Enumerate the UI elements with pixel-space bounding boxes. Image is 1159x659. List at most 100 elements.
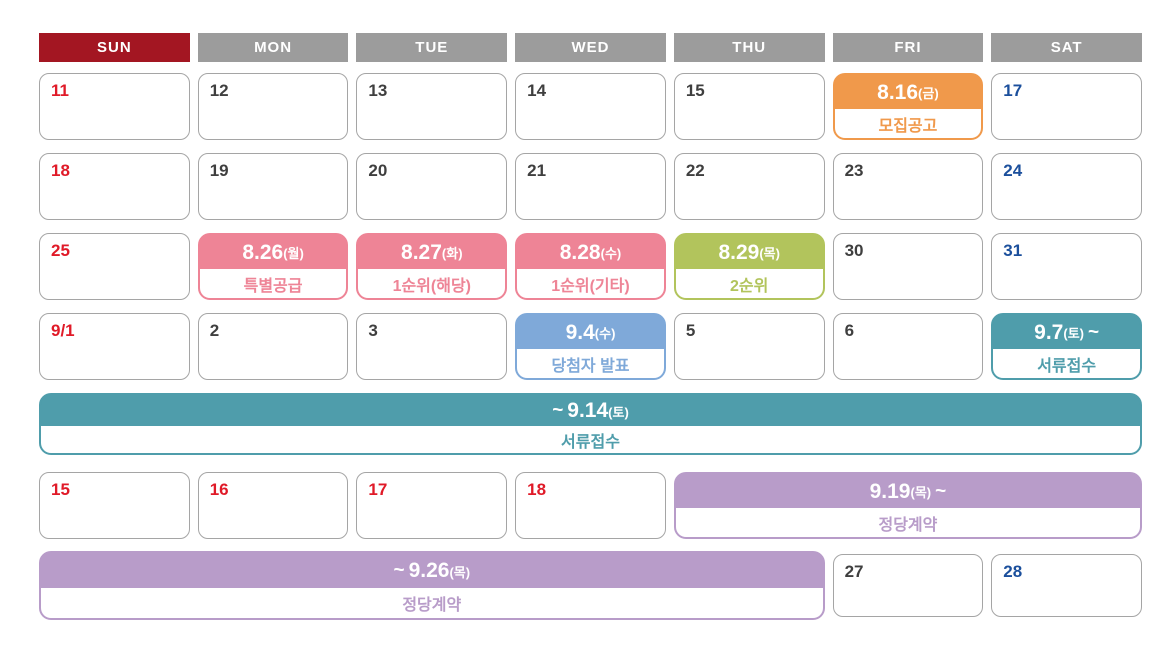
weekday-header-wed: WED: [515, 33, 666, 62]
event-date-tilde: ~: [1087, 321, 1100, 343]
event-date-tilde: ~: [552, 400, 564, 422]
day-number: 27: [844, 562, 864, 581]
event-date: ~9.14 (토): [41, 395, 1140, 426]
day-cell-sep-17: 17: [356, 472, 508, 539]
day-number: 15: [51, 480, 70, 499]
day-cell-aug-30: 30: [832, 233, 984, 300]
day-cell-sep-15: 15: [39, 472, 190, 539]
day-number: 3: [368, 321, 378, 340]
weekday-header-thu: THU: [673, 33, 825, 62]
weekday-header-fri: FRI: [832, 33, 984, 62]
day-cell-aug-17: 17: [991, 73, 1142, 140]
day-cell-sep-28: 28: [991, 554, 1142, 617]
day-number: 22: [685, 161, 705, 180]
event-date-weekday: (목): [910, 485, 932, 501]
day-number: 17: [368, 480, 388, 499]
event-date: 8.26 (월): [200, 235, 347, 269]
event-date: 8.29 (목): [676, 235, 823, 269]
event-date-weekday: (목): [449, 564, 471, 580]
day-cell-sep-2: 2: [197, 313, 349, 380]
week-row-6: 15 16 17 18 9.19 (목) ~ 정당계약: [39, 472, 1142, 539]
event-label: 정당계약: [41, 588, 823, 618]
week-row-3: 25 8.26 (월) 특별공급 8.27 (화) 1순위(해당) 8.28 (수) …: [39, 233, 1142, 300]
event-date-main: 9.26: [408, 559, 450, 583]
day-number: 19: [209, 161, 229, 180]
event-cell-document-submission-start: 9.7 (토) ~ 서류접수: [991, 313, 1142, 380]
event-date-main: 8.29: [718, 240, 760, 264]
event-date-weekday: (금): [918, 86, 939, 102]
event-date-weekday: (토): [1063, 326, 1084, 342]
event-cell-second-priority: 8.29 (목) 2순위: [673, 233, 825, 300]
day-number: 2: [209, 321, 220, 340]
week-row-1: 11 12 13 14 15 8.16 (금) 모집공고 17: [39, 73, 1142, 140]
event-date: 9.19 (목) ~: [676, 474, 1140, 508]
day-number: 25: [51, 241, 70, 260]
event-cell-recruitment-notice: 8.16 (금) 모집공고: [832, 73, 984, 140]
day-number: 16: [209, 480, 229, 499]
day-cell-sep-16: 16: [197, 472, 349, 539]
weekday-header: SUN MON TUE WED THU FRI SAT: [39, 33, 1142, 62]
event-date-main: 8.27: [401, 240, 442, 264]
event-date: 9.7 (토) ~: [993, 315, 1140, 349]
event-cell-winner-announcement: 9.4 (수) 당첨자 발표: [515, 313, 666, 380]
day-cell-sep-5: 5: [673, 313, 825, 380]
event-date-weekday: (수): [594, 326, 616, 342]
event-bar-contract-start: 9.19 (목) ~ 정당계약: [673, 472, 1142, 539]
day-number: 6: [844, 321, 855, 340]
day-cell-sep-1: 9/1: [39, 313, 190, 380]
day-number: 20: [368, 161, 388, 180]
day-cell-aug-20: 20: [356, 153, 508, 220]
event-label: 당첨자 발표: [517, 349, 664, 378]
day-cell-sep-6: 6: [832, 313, 984, 380]
day-cell-sep-18: 18: [515, 472, 666, 539]
day-cell-aug-23: 23: [832, 153, 984, 220]
event-cell-special-supply: 8.26 (월) 특별공급: [197, 233, 349, 300]
day-number: 30: [844, 241, 864, 260]
day-number: 12: [209, 81, 229, 100]
day-number: 5: [685, 321, 696, 340]
day-number: 21: [527, 161, 547, 180]
weekday-header-sun: SUN: [39, 33, 190, 62]
weekday-header-tue: TUE: [356, 33, 508, 62]
day-cell-aug-12: 12: [197, 73, 349, 140]
day-cell-aug-24: 24: [991, 153, 1142, 220]
event-bar-document-submission-until: ~9.14 (토) 서류접수: [39, 393, 1142, 455]
day-number: 18: [51, 161, 70, 180]
week-row-2: 18 19 20 21 22 23 24: [39, 153, 1142, 220]
day-cell-aug-21: 21: [515, 153, 666, 220]
event-bar-contract-until: ~9.26 (목) 정당계약: [39, 551, 825, 620]
event-date: 8.27 (화): [358, 235, 505, 269]
day-number: 28: [1003, 562, 1023, 581]
event-calendar: SUN MON TUE WED THU FRI SAT 11 12 13 14 …: [39, 33, 1142, 620]
day-number: 24: [1003, 161, 1023, 180]
event-date: 9.4 (수): [517, 315, 664, 349]
weekday-header-mon: MON: [197, 33, 349, 62]
day-number: 15: [685, 81, 705, 100]
event-date-weekday: (화): [441, 246, 463, 262]
day-cell-aug-11: 11: [39, 73, 190, 140]
day-number: 14: [527, 81, 547, 100]
day-cell-aug-18: 18: [39, 153, 190, 220]
event-date-main: 8.28: [559, 240, 601, 264]
event-label: 특별공급: [199, 269, 347, 298]
event-date-weekday: (수): [600, 246, 622, 262]
event-label: 서류접수: [41, 426, 1140, 453]
day-cell-aug-22: 22: [673, 153, 825, 220]
weekday-header-sat: SAT: [991, 33, 1142, 62]
week-row-4: 9/1 2 3 9.4 (수) 당첨자 발표 5 6 9.7 (토) ~ 서류접수: [39, 313, 1142, 380]
day-number: 13: [368, 81, 388, 100]
day-number: 11: [51, 81, 69, 100]
day-cell-aug-31: 31: [991, 233, 1142, 300]
event-date-main: 9.4: [565, 320, 595, 344]
event-date: ~9.26 (목): [41, 553, 823, 588]
day-number: 18: [527, 480, 547, 499]
week-row-5: ~9.14 (토) 서류접수: [39, 393, 1142, 455]
event-date-main: 8.26: [242, 240, 284, 264]
event-date-tilde: ~: [935, 480, 947, 502]
event-label: 모집공고: [834, 109, 982, 138]
event-date-main: 9.7: [1034, 320, 1064, 344]
event-cell-first-priority-other: 8.28 (수) 1순위(기타): [515, 233, 666, 300]
event-date: 8.16 (금): [835, 75, 982, 109]
day-number: 17: [1003, 81, 1023, 100]
